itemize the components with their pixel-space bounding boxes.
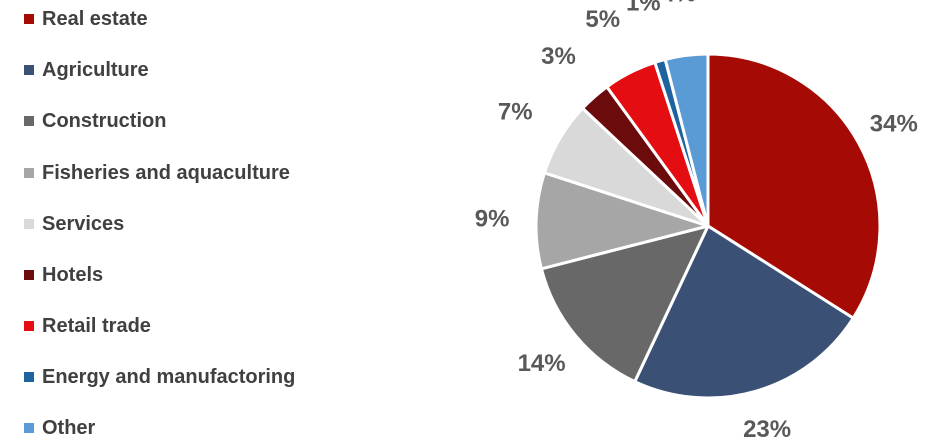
- pie-slice: [663, 52, 710, 228]
- legend-item-other: Other: [24, 415, 95, 441]
- legend-item-agriculture: Agriculture: [24, 57, 149, 83]
- legend-item-hotels: Hotels: [24, 262, 103, 288]
- legend-item-energy-and-manufactoring: Energy and manufactoring: [24, 364, 295, 390]
- pie-value-label: 5%: [585, 6, 620, 33]
- pie-chart: 34% 23% 14% 9% 7% 3% 5% 1%4%: [470, 0, 949, 440]
- pie-value-label: 7%: [498, 99, 533, 126]
- legend-swatch: [24, 270, 34, 280]
- pie-value-label: 1%: [626, 0, 661, 17]
- legend-item-real-estate: Real estate: [24, 6, 148, 32]
- pie-chart-svg: 34% 23% 14% 9% 7% 3% 5% 1%4%: [475, 0, 918, 440]
- legend-label: Fisheries and aquaculture: [42, 161, 290, 184]
- pie-labels: 34% 23% 14% 9% 7% 3% 5% 1%4%: [475, 0, 918, 440]
- legend-label: Services: [42, 212, 125, 235]
- legend-label: Retail trade: [42, 314, 151, 337]
- legend-label: Agriculture: [42, 58, 149, 81]
- legend-swatch: [24, 116, 34, 126]
- pie-value-label: 3%: [541, 43, 576, 70]
- pie-slice: [534, 171, 710, 271]
- legend-label: Construction: [42, 109, 167, 132]
- legend-swatch: [24, 219, 34, 229]
- pie-slice: [539, 224, 710, 384]
- legend-swatch: [24, 372, 34, 382]
- legend-label: Energy and manufactoring: [42, 365, 296, 388]
- legend-label: Real estate: [42, 7, 148, 30]
- legend-item-retail-trade: Retail trade: [24, 313, 151, 339]
- legend-label: Other: [42, 416, 96, 439]
- pie-value-label: 9%: [475, 206, 510, 233]
- legend-swatch: [24, 14, 34, 24]
- legend-label: Hotels: [42, 263, 104, 286]
- pie-value-label: 34%: [870, 110, 918, 137]
- legend-swatch: [24, 321, 34, 331]
- pie-value-label: 14%: [518, 350, 566, 377]
- pie-slices: [534, 52, 882, 400]
- legend-swatch: [24, 65, 34, 75]
- pie-value-label: 23%: [743, 416, 791, 440]
- legend-item-construction: Construction: [24, 108, 166, 134]
- legend-item-fisheries-and-aquaculture: Fisheries and aquaculture: [24, 160, 290, 186]
- legend-swatch: [24, 168, 34, 178]
- legend-swatch: [24, 423, 34, 433]
- legend-item-services: Services: [24, 211, 124, 237]
- pie-value-label: 4%: [661, 0, 696, 7]
